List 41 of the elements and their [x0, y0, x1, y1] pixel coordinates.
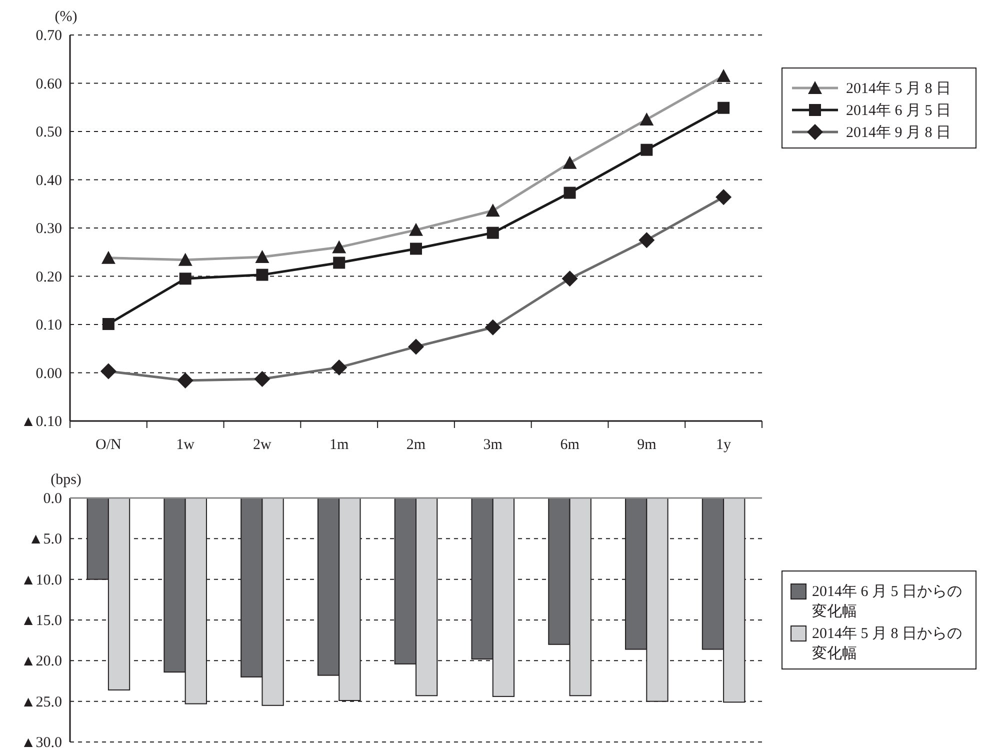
x-tick-label: 1m [330, 437, 350, 453]
x-tick-label: O/N [96, 437, 122, 453]
point [179, 272, 192, 285]
y-tick-label: ▲5.0 [28, 532, 62, 548]
y-tick-label: 0.30 [36, 221, 62, 237]
point [486, 226, 499, 239]
y-tick-label: 0.00 [36, 366, 62, 382]
x-tick-label: 9m [637, 437, 657, 453]
y-tick-label: 0.0 [43, 491, 62, 507]
x-tick-label: 1w [176, 437, 195, 453]
point [333, 256, 346, 269]
y-axis-title: (%) [54, 9, 78, 25]
y-tick-label: 0.70 [36, 28, 62, 44]
legend-label: 2014年 9 月 8 日 [846, 124, 951, 141]
y-tick-label: ▲30.0 [20, 735, 62, 749]
legend-label: 2014年 5 月 8 日 [846, 80, 951, 97]
x-tick-label: 2m [406, 437, 426, 453]
point [640, 144, 653, 156]
y-tick-label: 0.20 [36, 269, 62, 286]
y-tick-label: 0.10 [36, 318, 62, 334]
y-tick-label: ▲20.0 [20, 654, 62, 670]
y-tick-label: 0.60 [36, 76, 62, 92]
point [256, 268, 268, 281]
y-tick-label: ▲25.0 [20, 694, 62, 710]
x-tick-label: 2w [253, 437, 272, 453]
point [718, 102, 730, 114]
x-tick-label: 1y [716, 437, 732, 453]
legend-label: 2014年 6 月 5 日 [846, 102, 951, 119]
y-tick-label: ▲0.10 [20, 414, 62, 430]
point [410, 242, 422, 255]
y-tick-label: 0.40 [36, 172, 62, 189]
y-tick-label: ▲10.0 [20, 572, 62, 588]
y-tick-label: ▲15.0 [20, 613, 62, 629]
point [564, 186, 576, 199]
legend-label: 2014年 5 月 8 日からの変化幅 [812, 625, 962, 662]
legend-label: 2014年 6 月 5 日からの変化幅 [812, 583, 962, 620]
point [102, 318, 114, 330]
x-tick-label: 3m [483, 437, 503, 453]
x-tick-label: 6m [560, 437, 580, 453]
y-tick-label: 0.50 [36, 124, 62, 140]
y-axis-title: (bps) [50, 472, 82, 488]
